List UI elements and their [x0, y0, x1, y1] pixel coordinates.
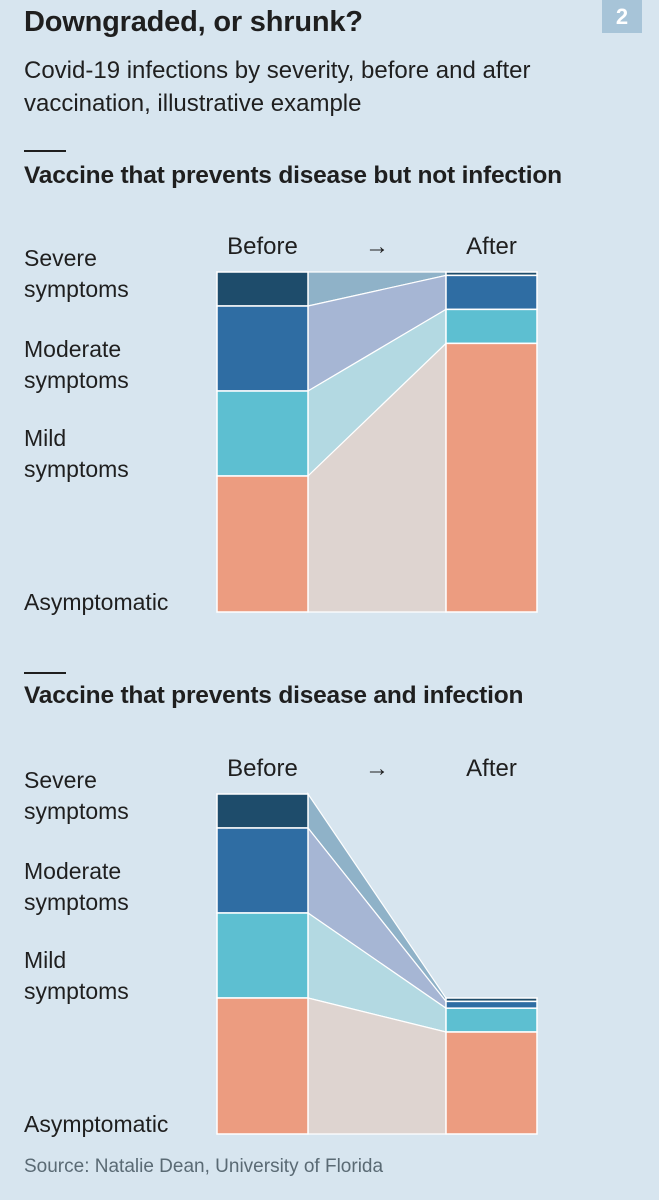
category-label-severe-symptoms: Severe symptoms — [24, 245, 129, 302]
panel-2-rule — [24, 672, 66, 674]
bar-before-severe-symptoms — [216, 271, 309, 307]
panel-1-title: Vaccine that prevents disease but not in… — [24, 162, 562, 189]
figure-number-badge: 2 — [602, 0, 642, 33]
stage-arrow: → — [365, 233, 389, 260]
bar-after-asymptomatic — [445, 342, 538, 613]
category-label-asymptomatic: Asymptomatic — [24, 1111, 168, 1137]
panel-2-chart-container: Before → After Severe symptoms Moderate sympto… — [0, 742, 659, 1157]
category-label-moderate-symptoms: Moderate symptoms — [24, 858, 129, 915]
category-label-moderate-symptoms: Moderate symptoms — [24, 336, 129, 393]
bar-after-moderate-symptoms — [445, 274, 538, 311]
bar-after-asymptomatic — [445, 1031, 538, 1135]
panel-2-title: Vaccine that prevents disease and infect… — [24, 682, 524, 709]
stage-label-before: Before — [227, 233, 298, 260]
panel-2-chart: Before → After Severe symptoms Moderate sympto… — [24, 755, 538, 1137]
bar-before-asymptomatic — [216, 997, 309, 1135]
bar-before-moderate-symptoms — [216, 305, 309, 392]
bar-before-mild-symptoms — [216, 912, 309, 999]
category-label-mild-symptoms: Mild symptoms — [24, 425, 129, 482]
category-label-asymptomatic: Asymptomatic — [24, 589, 168, 615]
bar-before-severe-symptoms — [216, 793, 309, 829]
source-note: Source: Natalie Dean, University of Flor… — [24, 1156, 384, 1177]
category-label-mild-symptoms: Mild symptoms — [24, 947, 129, 1004]
chart-subtitle: Covid-19 infections by severity, before … — [24, 57, 531, 117]
bar-before-mild-symptoms — [216, 390, 309, 477]
bar-after-moderate-symptoms — [445, 1000, 538, 1009]
stage-label-before: Before — [227, 755, 298, 782]
stage-label-after: After — [466, 755, 517, 782]
category-label-severe-symptoms: Severe symptoms — [24, 767, 129, 824]
stage-label-after: After — [466, 233, 517, 260]
bar-before-moderate-symptoms — [216, 827, 309, 914]
bar-after-mild-symptoms — [445, 308, 538, 345]
panel-1-chart-container: Before → After Severe symptoms Moderate sympto… — [0, 220, 659, 635]
bar-after-mild-symptoms — [445, 1007, 538, 1033]
chart-title: Downgraded, or shrunk? — [24, 6, 363, 38]
bar-before-asymptomatic — [216, 475, 309, 613]
panel-1-chart: Before → After Severe symptoms Moderate sympto… — [24, 233, 538, 615]
stage-arrow: → — [365, 755, 389, 782]
panel-1-rule — [24, 150, 66, 152]
